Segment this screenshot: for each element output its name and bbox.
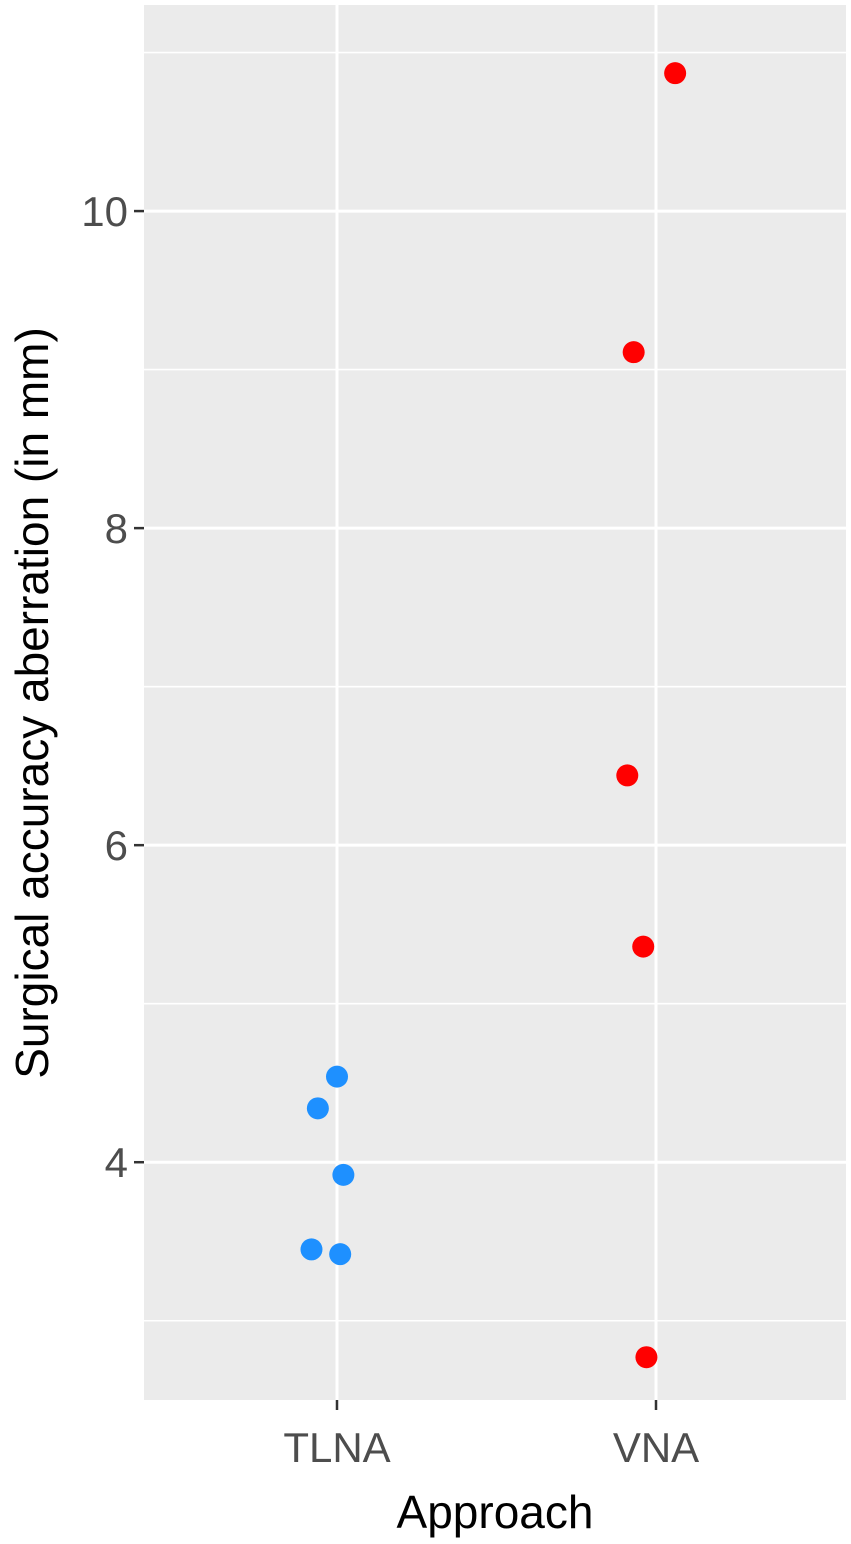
data-point-vna: [632, 935, 655, 958]
y-tick-label: 10: [81, 188, 128, 235]
x-tick-label: VNA: [613, 1424, 699, 1471]
data-point-tlna: [306, 1097, 329, 1120]
data-point-vna: [622, 341, 645, 364]
data-point-tlna: [329, 1243, 352, 1266]
data-point-tlna: [332, 1163, 355, 1186]
y-axis: 4 6 8 10: [81, 188, 144, 1186]
data-points: [300, 62, 687, 1369]
y-tick-label: 4: [105, 1139, 128, 1186]
x-axis: TLNA VNA: [283, 1400, 699, 1471]
y-tick-label: 6: [105, 822, 128, 869]
data-point-vna: [616, 764, 639, 787]
data-point-vna: [664, 62, 687, 85]
x-axis-title: Approach: [397, 1486, 594, 1538]
data-point-tlna: [326, 1065, 348, 1088]
plot-panel: [144, 5, 846, 1400]
x-tick-label: TLNA: [283, 1424, 390, 1471]
data-point-tlna: [300, 1238, 323, 1261]
data-point-vna: [635, 1346, 658, 1369]
y-tick-label: 8: [105, 505, 128, 552]
y-axis-title: Surgical accuracy aberration (in mm): [6, 327, 58, 1079]
